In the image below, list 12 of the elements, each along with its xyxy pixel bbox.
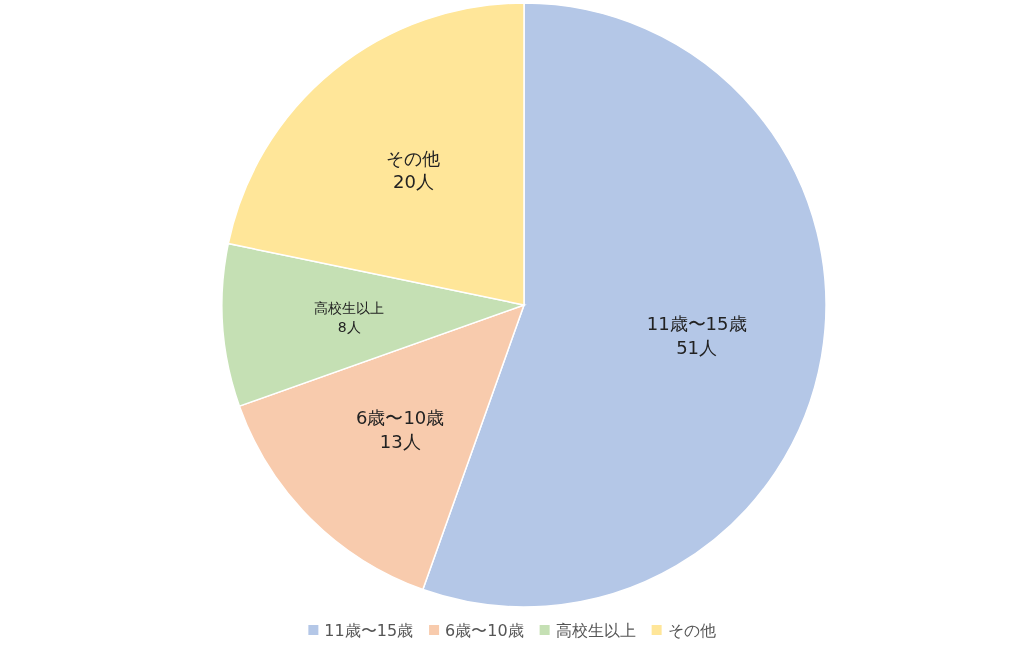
slice-label: 6歳〜10歳 — [355, 407, 445, 429]
slice-label: その他 — [386, 147, 441, 169]
legend-label: 6歳〜10歳 — [445, 621, 524, 640]
data-label: 51人 — [676, 336, 718, 358]
data-label: 13人 — [379, 430, 421, 452]
slice-label: 11歳〜15歳 — [646, 313, 747, 335]
legend-label: 11歳〜15歳 — [324, 621, 414, 640]
slice-label: 高校生以上 — [314, 300, 385, 317]
data-label: 8人 — [337, 318, 361, 335]
data-label: 20人 — [393, 171, 434, 193]
legend-label: 高校生以上 — [555, 621, 636, 640]
legend-label: その他 — [667, 621, 716, 640]
